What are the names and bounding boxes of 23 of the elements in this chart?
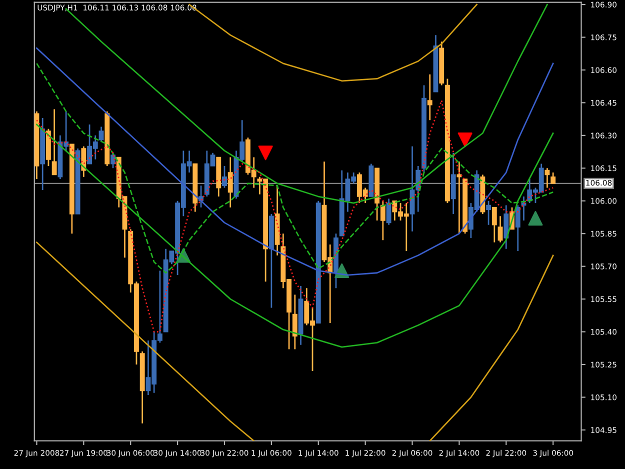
point [258, 146, 273, 160]
point [528, 211, 543, 226]
point [458, 132, 472, 148]
candlestick [515, 204, 520, 252]
candlestick [498, 215, 503, 244]
candlestick [228, 156, 233, 208]
candlestick [486, 200, 492, 226]
candlestick [386, 198, 392, 226]
candlestick [544, 167, 550, 188]
candlestick [222, 165, 227, 188]
candlestick [52, 108, 57, 176]
candlestick [81, 146, 86, 178]
candlestick [98, 126, 104, 143]
candlestick [427, 74, 432, 121]
candlestick [292, 294, 298, 350]
candlestick [504, 204, 509, 250]
candlestick [380, 200, 386, 241]
candlestick [450, 152, 456, 215]
candlestick [550, 172, 556, 184]
candlestick [492, 206, 497, 244]
line-series [429, 254, 554, 441]
line-series [36, 100, 554, 332]
candlestick [456, 160, 462, 234]
